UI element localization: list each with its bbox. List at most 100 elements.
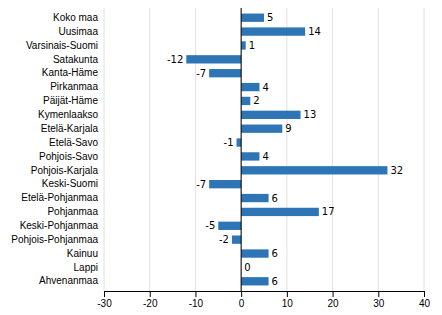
data-label: 1 (249, 40, 255, 51)
x-tick-mark (195, 291, 196, 297)
bar (241, 83, 259, 91)
grid-line (424, 8, 425, 291)
grid (104, 8, 424, 291)
y-tick-label: Keski-Suomi (42, 178, 98, 189)
plot: -30-20-10010203040Koko maaUusimaaVarsina… (11, 8, 430, 309)
bar (241, 249, 268, 257)
y-tick: Satakunta (53, 54, 104, 65)
x-tick-label: 20 (328, 298, 340, 309)
x-tick-mark (424, 291, 425, 297)
x-tick-mark (378, 291, 379, 297)
y-tick-label: Lappi (74, 262, 98, 273)
y-tick: Kanta-Häme (42, 67, 104, 78)
grid-line (195, 8, 196, 291)
x-tick-label: 0 (239, 298, 245, 309)
x-tick: -10 (189, 291, 204, 309)
y-tick-label: Kymenlaakso (38, 109, 98, 120)
y-tick: Pohjanmaa (47, 206, 104, 217)
x-tick-label: -20 (143, 298, 158, 309)
bar (232, 236, 241, 244)
x-tick: 0 (239, 291, 245, 309)
y-axis: Koko maa Uusimaa Varsinais-Suomi Satakunta K… (11, 12, 104, 287)
y-tick: Lappi (74, 262, 104, 273)
data-label: 4 (262, 82, 268, 93)
bars (186, 14, 387, 286)
bar (237, 138, 242, 146)
data-label: 6 (272, 193, 278, 204)
data-label: -7 (196, 179, 206, 190)
data-label: 13 (304, 109, 317, 120)
y-tick-label: Satakunta (53, 54, 98, 65)
data-label: 6 (272, 276, 278, 287)
x-tick-mark (287, 291, 288, 297)
grid-line (104, 8, 105, 291)
y-tick-label: Ahvenanmaa (39, 275, 98, 286)
bar (186, 55, 241, 63)
y-tick-label: Etelä-Savo (49, 137, 98, 148)
y-tick-label: Kainuu (67, 248, 98, 259)
x-tick: 40 (419, 291, 431, 309)
data-label: 14 (308, 26, 321, 37)
data-label: -7 (196, 68, 206, 79)
x-axis-line (105, 292, 425, 298)
x-tick-mark (241, 291, 242, 297)
bar (241, 208, 319, 216)
grid-line (241, 8, 242, 291)
x-tick-label: 10 (282, 298, 294, 309)
y-tick: Kainuu (67, 248, 104, 259)
bar (241, 166, 387, 174)
x-tick: 10 (282, 291, 294, 309)
data-label: 17 (322, 206, 335, 217)
y-tick-label: Pohjois-Karjala (31, 165, 99, 176)
data-label: -2 (219, 234, 229, 245)
data-label: 0 (244, 262, 250, 273)
x-tick-label: 30 (373, 298, 385, 309)
y-tick: Keski-Suomi (42, 178, 104, 189)
y-tick-label: Keski-Pohjanmaa (20, 220, 99, 231)
y-tick-label: Koko maa (53, 12, 98, 23)
data-labels: 5141-12-742139-1432-7617-5-2606 (167, 12, 403, 287)
x-tick-mark (150, 291, 151, 297)
bar (209, 69, 241, 77)
x-tick-mark (333, 291, 334, 297)
grid-line (378, 8, 379, 291)
x-tick: 30 (373, 291, 385, 309)
chart: -30-20-10010203040Koko maaUusimaaVarsina… (0, 0, 442, 315)
data-label: 4 (262, 151, 268, 162)
x-axis: -30 -20 -10 0 10 20 30 40 (97, 291, 430, 309)
bar (218, 222, 241, 230)
data-label: 5 (267, 12, 273, 23)
y-tick-label: Kanta-Häme (42, 67, 99, 78)
grid-line (332, 8, 333, 291)
y-tick: Keski-Pohjanmaa (20, 220, 104, 231)
x-tick-label: -10 (189, 298, 204, 309)
data-label: -12 (167, 54, 183, 65)
grid-line (286, 8, 287, 291)
zero-line (241, 8, 242, 291)
x-tick-label: -30 (97, 298, 112, 309)
y-tick: Etelä-Pohjanmaa (21, 192, 104, 203)
y-tick-label: Varsinais-Suomi (26, 40, 98, 51)
y-tick: Uusimaa (59, 26, 104, 37)
y-tick: Pohjois-Pohjanmaa (11, 234, 104, 245)
y-tick: Pohjois-Karjala (31, 165, 104, 176)
y-tick: Ahvenanmaa (39, 275, 104, 286)
x-tick: -30 (97, 291, 112, 309)
y-tick: Etelä-Savo (49, 137, 104, 148)
y-tick-label: Pohjois-Savo (39, 151, 98, 162)
y-tick-label: Pirkanmaa (50, 81, 98, 92)
y-tick-label: Etelä-Pohjanmaa (21, 192, 98, 203)
y-tick: Pirkanmaa (50, 81, 104, 92)
x-tick: -20 (143, 291, 158, 309)
y-tick: Koko maa (53, 12, 104, 23)
bar (241, 125, 282, 133)
x-tick: 20 (328, 291, 340, 309)
bar (241, 97, 250, 105)
x-tick-label: 40 (419, 298, 431, 309)
bar (209, 180, 241, 188)
data-label: 9 (285, 123, 291, 134)
y-tick-label: Etelä-Karjala (41, 123, 99, 134)
bar (241, 111, 300, 119)
data-label: -5 (205, 220, 215, 231)
grid-line (149, 8, 150, 291)
